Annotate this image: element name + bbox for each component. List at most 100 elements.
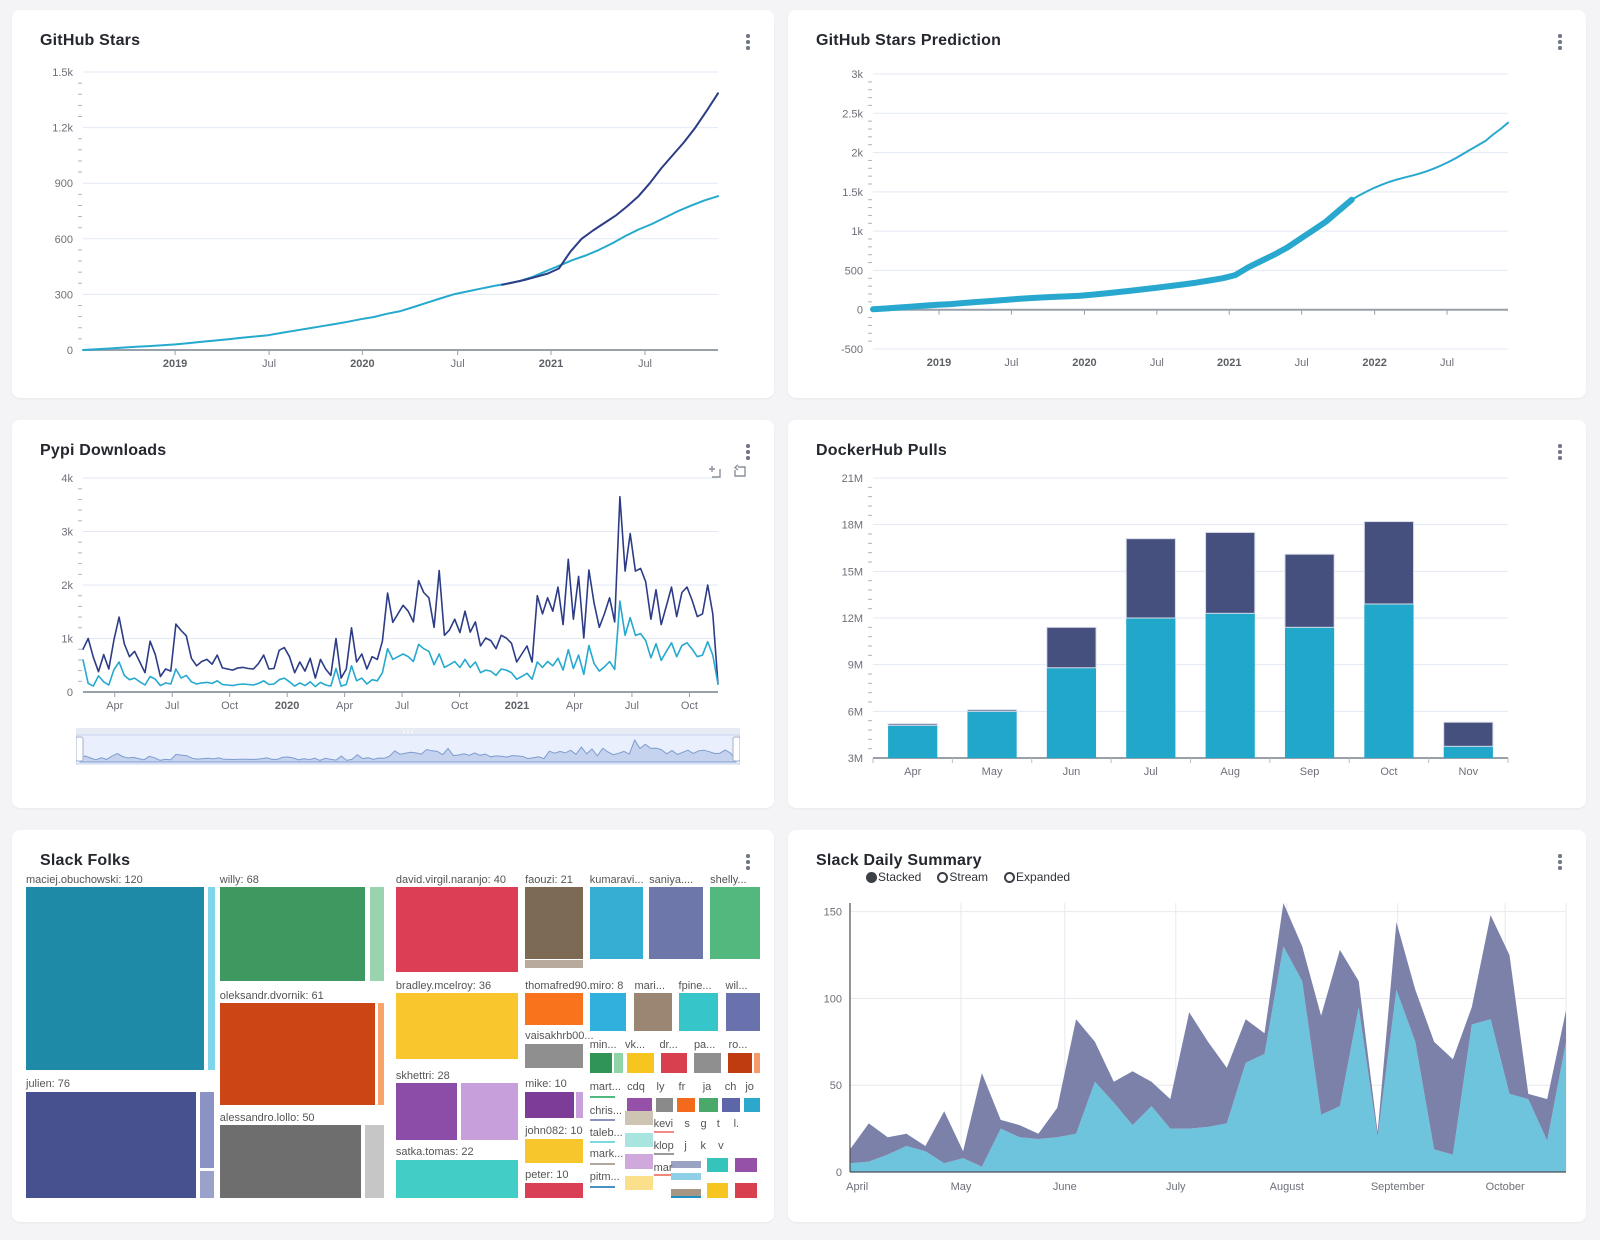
svg-text:Apr: Apr xyxy=(336,700,353,712)
treemap-tile[interactable] xyxy=(26,886,204,1070)
treemap-tile[interactable] xyxy=(728,1052,752,1073)
treemap-label: shelly... xyxy=(710,874,747,886)
treemap-label: maciej.obuchowski: 120 xyxy=(26,874,143,886)
treemap-tile[interactable] xyxy=(395,886,518,972)
treemap-tile[interactable] xyxy=(525,886,584,959)
datazoom-slider[interactable] xyxy=(75,728,741,770)
kebab-menu-icon[interactable] xyxy=(738,850,758,874)
treemap-tile[interactable] xyxy=(743,1097,760,1113)
svg-text:3k: 3k xyxy=(61,527,73,539)
treemap-tile[interactable] xyxy=(589,1095,615,1098)
treemap-tile[interactable] xyxy=(525,1183,584,1198)
treemap-tile[interactable] xyxy=(525,1091,574,1118)
treemap-tile[interactable] xyxy=(589,1162,615,1165)
treemap-tile[interactable] xyxy=(725,993,760,1031)
treemap-tile[interactable] xyxy=(627,1097,653,1113)
treemap-label: david.virgil.naranjo: 40 xyxy=(395,874,506,886)
treemap-tile[interactable] xyxy=(365,1125,385,1198)
data-zoom-icon[interactable] xyxy=(707,464,723,480)
treemap-tile[interactable] xyxy=(199,1171,214,1198)
treemap-tile[interactable] xyxy=(627,1052,654,1073)
treemap-tile[interactable] xyxy=(219,1002,375,1105)
treemap-tile[interactable] xyxy=(699,1097,719,1113)
treemap-tile[interactable] xyxy=(624,1132,653,1147)
legend-item-expanded[interactable]: Expanded xyxy=(1004,870,1070,884)
datazoom-handle-right[interactable] xyxy=(732,736,741,762)
treemap-tile[interactable] xyxy=(208,886,216,1070)
slack-daily-summary-chart: 0 50 100 150 April May June July August September… xyxy=(788,830,1586,1222)
treemap-tile[interactable] xyxy=(525,1044,584,1069)
treemap-tile[interactable] xyxy=(199,1092,214,1169)
treemap-tile[interactable] xyxy=(634,993,672,1031)
treemap-tile[interactable] xyxy=(589,993,627,1031)
treemap-tile[interactable] xyxy=(219,886,366,981)
treemap-tile[interactable] xyxy=(677,1097,695,1113)
kebab-menu-icon[interactable] xyxy=(1550,440,1570,464)
treemap-tile[interactable] xyxy=(575,1091,584,1118)
datazoom-handle-left[interactable] xyxy=(75,736,84,762)
treemap-tile[interactable] xyxy=(653,1130,675,1133)
treemap-tile[interactable] xyxy=(754,1052,760,1073)
treemap-tile[interactable] xyxy=(693,1052,722,1073)
legend-item-stacked[interactable]: Stacked xyxy=(866,870,921,884)
treemap-tile[interactable] xyxy=(525,993,584,1025)
treemap-tile[interactable] xyxy=(589,1119,615,1122)
treemap-tile[interactable] xyxy=(624,1154,653,1169)
svg-text:Jul: Jul xyxy=(1440,357,1454,369)
kebab-menu-icon[interactable] xyxy=(738,440,758,464)
dockerhub-pulls-chart: 3M 6M 9M 12M 15M 18M 21M Apr May Jun Jul Aug Sep Oct N… xyxy=(788,420,1586,808)
treemap-tile[interactable] xyxy=(671,1161,701,1169)
treemap-tile[interactable] xyxy=(395,993,518,1060)
treemap-tile[interactable] xyxy=(671,1173,701,1181)
treemap-tile[interactable] xyxy=(655,1097,674,1113)
treemap-tile[interactable] xyxy=(735,1157,758,1173)
svg-text:1.5k: 1.5k xyxy=(842,187,863,199)
treemap-tile[interactable] xyxy=(649,886,704,959)
treemap-tile[interactable] xyxy=(678,993,719,1031)
treemap-tile[interactable] xyxy=(660,1052,688,1073)
treemap-label: j xyxy=(684,1139,687,1152)
svg-text:Jun: Jun xyxy=(1063,766,1081,778)
treemap-tile[interactable] xyxy=(395,1083,457,1141)
treemap-tile[interactable] xyxy=(26,1092,196,1198)
treemap-tile[interactable] xyxy=(653,1174,675,1177)
treemap-tile[interactable] xyxy=(589,1185,615,1188)
treemap-label: ja xyxy=(702,1081,712,1094)
treemap-tile[interactable] xyxy=(525,1139,584,1163)
restore-icon[interactable] xyxy=(732,464,748,480)
treemap-tile[interactable] xyxy=(378,1002,385,1105)
treemap-tile[interactable] xyxy=(707,1157,729,1173)
treemap-tile[interactable] xyxy=(219,1125,361,1198)
treemap-tile[interactable] xyxy=(710,886,760,959)
svg-text:9M: 9M xyxy=(848,660,863,672)
treemap-tile[interactable] xyxy=(707,1183,729,1198)
treemap-label: mart... xyxy=(589,1081,621,1094)
legend-item-stream[interactable]: Stream xyxy=(937,870,988,884)
svg-text:1k: 1k xyxy=(61,634,73,646)
treemap-tile[interactable] xyxy=(613,1052,624,1073)
treemap-tile[interactable] xyxy=(735,1183,758,1198)
treemap-label: saniya.... xyxy=(649,874,694,886)
slack-folks-treemap: maciej.obuchowski: 120 willy: 68 david.vir… xyxy=(26,874,760,1198)
treemap-tile[interactable] xyxy=(624,1111,653,1126)
treemap-tile[interactable] xyxy=(460,1083,518,1141)
treemap-tile[interactable] xyxy=(721,1097,741,1113)
kebab-menu-icon[interactable] xyxy=(1550,30,1570,54)
treemap-tile[interactable] xyxy=(653,1152,675,1155)
treemap-tile[interactable] xyxy=(525,960,584,968)
treemap-label: pa... xyxy=(693,1039,716,1052)
kebab-menu-icon[interactable] xyxy=(1550,850,1570,874)
kebab-menu-icon[interactable] xyxy=(738,30,758,54)
treemap-tile[interactable] xyxy=(589,1052,612,1073)
treemap-tile[interactable] xyxy=(369,886,385,981)
treemap-tile[interactable] xyxy=(589,886,643,959)
treemap-tile[interactable] xyxy=(624,1175,653,1191)
treemap-label: oleksandr.dvornik: 61 xyxy=(219,989,324,1002)
treemap-tile[interactable] xyxy=(671,1196,701,1198)
legend-label: Expanded xyxy=(1016,870,1071,884)
treemap-label: v xyxy=(718,1139,724,1152)
treemap-tile[interactable] xyxy=(589,1140,615,1143)
treemap-tile[interactable] xyxy=(671,1188,701,1197)
treemap-tile[interactable] xyxy=(395,1159,518,1198)
svg-text:August: August xyxy=(1270,1181,1304,1193)
